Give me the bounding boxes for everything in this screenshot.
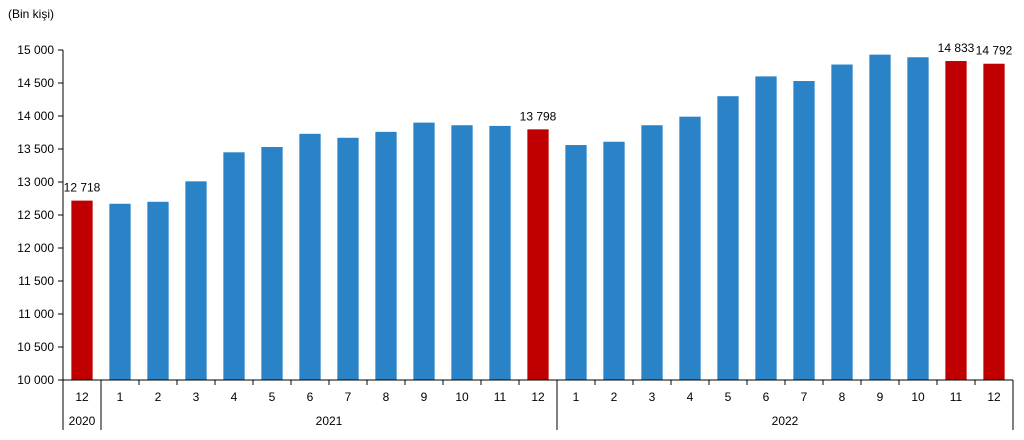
bar xyxy=(147,201,169,380)
y-tick-label: 15 000 xyxy=(17,43,54,57)
bar xyxy=(71,200,93,380)
bars xyxy=(71,54,1005,381)
bar xyxy=(793,81,815,381)
y-tick-label: 13 000 xyxy=(17,175,54,189)
y-tick-label: 10 000 xyxy=(17,373,54,387)
x-tick-label: 10 xyxy=(455,390,469,404)
y-tick-label: 12 500 xyxy=(17,208,54,222)
year-label: 2022 xyxy=(772,414,799,428)
y-tick-label: 14 500 xyxy=(17,76,54,90)
x-tick-label: 5 xyxy=(269,390,276,404)
bar xyxy=(337,137,359,380)
bar xyxy=(185,181,207,380)
bar xyxy=(489,125,511,381)
bar xyxy=(223,152,245,380)
x-tick-label: 8 xyxy=(383,390,390,404)
x-tick-label: 9 xyxy=(421,390,428,404)
data-label: 14 833 xyxy=(938,41,975,55)
x-tick-label: 9 xyxy=(877,390,884,404)
bar xyxy=(109,203,131,380)
x-tick-label: 11 xyxy=(494,390,507,404)
x-tick-label: 6 xyxy=(307,390,314,404)
x-tick-label: 8 xyxy=(839,390,846,404)
bar xyxy=(641,125,663,381)
bar xyxy=(451,125,473,381)
x-tick-label: 1 xyxy=(573,390,580,404)
x-tick-label: 3 xyxy=(649,390,656,404)
x-tick-label: 3 xyxy=(193,390,200,404)
bar xyxy=(945,61,967,381)
data-label: 13 798 xyxy=(520,109,557,123)
bar xyxy=(679,116,701,380)
x-tick-label: 7 xyxy=(345,390,352,404)
y-tick-label: 11 000 xyxy=(18,307,54,321)
x-tick-label: 4 xyxy=(231,390,238,404)
x-tick-label: 12 xyxy=(987,390,1001,404)
x-tick-label: 12 xyxy=(75,390,89,404)
y-tick-label: 13 500 xyxy=(17,142,54,156)
bar xyxy=(983,63,1005,380)
x-tick-label: 2 xyxy=(611,390,618,404)
y-tick-label: 14 000 xyxy=(17,109,54,123)
unit-label: (Bin kişi) xyxy=(8,7,54,21)
data-label: 12 718 xyxy=(64,181,101,195)
y-axis: 10 000 10 500 11 000 11 500 12 000 12 500 13 0… xyxy=(17,43,64,387)
bar xyxy=(869,54,891,381)
x-tick-label: 1 xyxy=(117,390,124,404)
data-labels: 12 718 13 798 14 833 14 792 xyxy=(64,41,1013,195)
x-tick-label: 4 xyxy=(687,390,694,404)
y-tick-label: 11 500 xyxy=(18,274,54,288)
bar xyxy=(299,133,321,380)
year-label: 2021 xyxy=(316,414,343,428)
x-tick-label: 2 xyxy=(155,390,162,404)
x-tick-label: 6 xyxy=(763,390,770,404)
bar xyxy=(413,122,435,380)
x-tick-label: 11 xyxy=(950,390,963,404)
bar xyxy=(565,145,587,380)
bar xyxy=(261,147,283,380)
y-tick-label: 12 000 xyxy=(17,241,54,255)
y-tick-label: 10 500 xyxy=(17,340,54,354)
bar xyxy=(717,96,739,380)
bar xyxy=(755,76,777,381)
bar xyxy=(907,57,929,380)
bar xyxy=(831,64,853,381)
bar xyxy=(603,141,625,380)
year-label: 2020 xyxy=(69,414,96,428)
bar xyxy=(527,129,549,380)
bar xyxy=(375,131,397,380)
x-tick-label: 12 xyxy=(531,390,545,404)
data-label: 14 792 xyxy=(976,44,1013,58)
x-tick-label: 7 xyxy=(801,390,808,404)
x-tick-label: 10 xyxy=(911,390,925,404)
x-tick-label: 5 xyxy=(725,390,732,404)
